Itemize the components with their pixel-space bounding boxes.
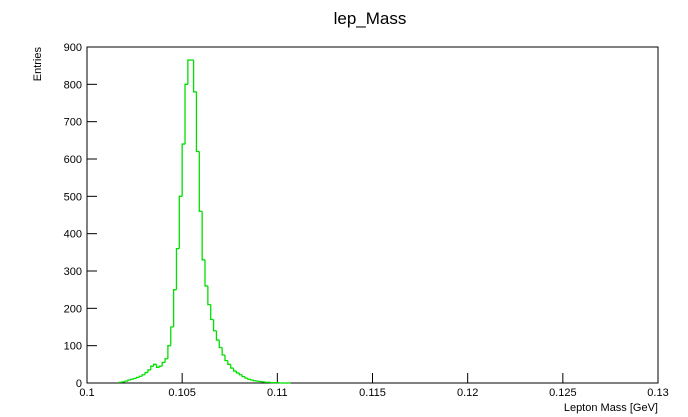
histogram-bin [127, 379, 131, 382]
histogram-bin [212, 319, 217, 332]
x-tick-label: 0.11 [267, 387, 288, 399]
y-tick-label: 200 [64, 303, 82, 315]
x-tick-label: 0.13 [647, 387, 668, 399]
histogram-bin [235, 371, 240, 374]
histogram-bin [207, 285, 211, 306]
histogram-bin [124, 380, 128, 382]
histogram-bin [184, 83, 188, 145]
histogram-bin [241, 374, 245, 378]
histogram-bin [158, 365, 163, 368]
histogram-bin [144, 371, 148, 375]
histogram-bin [187, 59, 191, 85]
x-tick-label: 0.1 [79, 387, 94, 399]
histogram-bin [155, 364, 160, 368]
histogram-bin [118, 381, 123, 383]
histogram-bin [247, 378, 251, 380]
histogram-bin [192, 60, 197, 93]
x-tick-label: 0.12 [457, 387, 478, 399]
x-tick-label: 0.115 [359, 387, 386, 399]
x-axis-label: Lepton Mass [GeV] [564, 402, 658, 414]
histogram-bin [141, 374, 146, 377]
histogram-bin [230, 364, 234, 369]
histogram-bin [218, 340, 223, 349]
histogram-bin [150, 365, 154, 370]
histogram-bin [244, 376, 248, 379]
histogram-bin [167, 345, 171, 359]
histogram-bin [215, 330, 220, 341]
histogram-bin [138, 375, 143, 378]
histogram-bin [224, 355, 228, 362]
histogram-bin [238, 372, 243, 376]
y-tick-label: 0 [76, 378, 82, 390]
histogram-bin [201, 211, 206, 261]
histogram-bin [178, 195, 183, 249]
histogram-bin [147, 369, 151, 373]
histogram-bin [135, 376, 140, 379]
histogram-bin [132, 377, 137, 380]
histogram-bin [172, 289, 177, 327]
y-tick-label: 100 [64, 341, 82, 353]
histogram-bin [252, 380, 257, 382]
histogram-bin [152, 363, 157, 367]
histogram-bin [130, 378, 134, 381]
y-tick-label: 700 [64, 117, 82, 129]
histogram-bin [210, 304, 214, 321]
x-tick-label: 0.125 [549, 387, 577, 399]
y-axis-label: Entries [32, 47, 44, 82]
histogram-bin [221, 347, 225, 356]
histogram-bin [175, 247, 180, 290]
y-tick-label: 400 [64, 229, 82, 241]
chart-title: lep_Mass [334, 9, 407, 28]
histogram-bin [164, 358, 168, 363]
y-tick-label: 600 [64, 154, 82, 166]
histogram-bin [250, 379, 254, 381]
y-tick-label: 900 [64, 42, 82, 54]
histogram-bin [195, 91, 200, 153]
y-tick-label: 300 [64, 266, 82, 278]
histogram-bin [181, 143, 186, 197]
histogram-bin [204, 259, 208, 287]
histogram-bin [227, 360, 231, 365]
y-tick-label: 800 [64, 79, 82, 91]
y-tick-label: 500 [64, 191, 82, 203]
x-tick-label: 0.105 [168, 387, 196, 399]
histogram-bin [198, 151, 203, 212]
histogram-bin [170, 326, 174, 346]
histogram-bin [232, 368, 237, 372]
histogram-bin [161, 361, 166, 367]
